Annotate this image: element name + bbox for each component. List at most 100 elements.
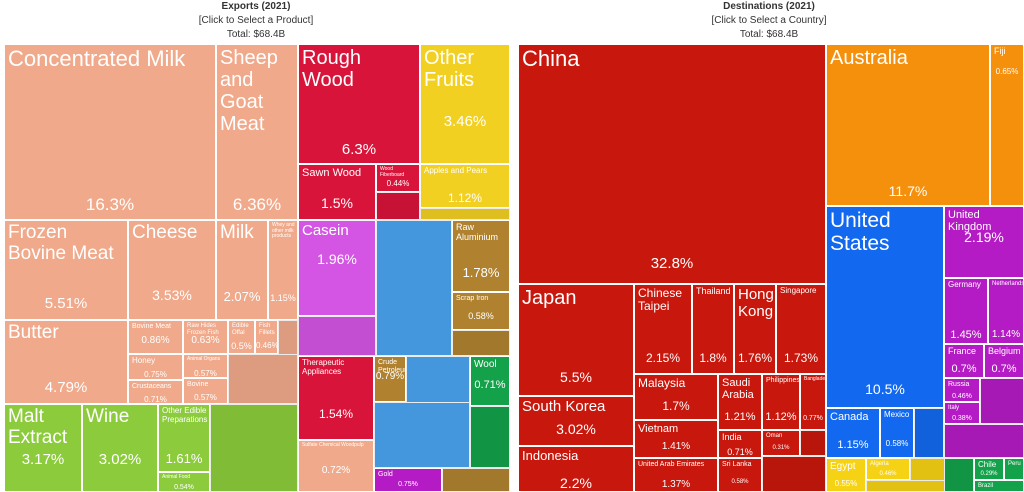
exports-tile-cheese[interactable]: Cheese 3.53% [128,220,216,320]
destinations-tile-germany[interactable]: Germany 1.45% [944,278,988,344]
exports-tile-honey[interactable]: Honey 0.75% [128,354,183,380]
destinations-tile-south-korea[interactable]: South Korea 3.02% [518,396,634,446]
exports-tile-share: 0.75% [144,370,167,379]
exports-tile-concentrated-milk[interactable]: Concentrated Milk 16.3% [4,44,216,220]
exports-minor-tile[interactable] [442,468,510,492]
destinations-tile-mexico[interactable]: Mexico 0.58% [880,408,914,458]
exports-tile-milk[interactable]: Milk 2.07% [216,220,268,320]
destinations-tile-united-arab-emirates[interactable]: United Arab Emirates 1.37% [634,458,718,492]
exports-tile-bovine[interactable]: Bovine 0.57% [183,378,228,404]
exports-tile-wine[interactable]: Wine 3.02% [82,404,158,492]
destinations-tile-france[interactable]: France 0.7% [944,344,984,378]
destinations-tile-thailand[interactable]: Thailand 1.8% [692,284,734,374]
destinations-tile-china[interactable]: China 32.8% [518,44,826,284]
destinations-tile-japan[interactable]: Japan 5.5% [518,284,634,396]
destinations-minor-tile[interactable] [762,456,826,492]
exports-minor-tile[interactable] [376,220,452,356]
exports-tile-butter[interactable]: Butter 4.79% [4,320,128,404]
destinations-tile-chile[interactable]: Chile 0.29% [974,458,1004,480]
exports-tile-share: 3.02% [98,451,142,468]
exports-tile-sulfate-chemical-woodpulp[interactable]: Sulfate Chemical Woodpulp 0.72% [298,440,374,492]
destinations-tile-malaysia[interactable]: Malaysia 1.7% [634,374,718,420]
exports-tile-share: 0.54% [174,484,194,491]
destinations-tile-saudi-arabia[interactable]: Saudi Arabia 1.21% [718,374,762,430]
destinations-tile-oman[interactable]: Oman 0.31% [762,430,800,456]
destinations-treemap[interactable]: China 32.8% Australia 11.7% Fiji 0.65% United … [518,44,1024,492]
exports-minor-tile[interactable] [406,356,470,406]
destinations-tile-share: 1.73% [783,351,819,365]
exports-minor-tile[interactable] [420,208,510,220]
exports-minor-tile[interactable] [470,406,510,468]
destinations-tile-india[interactable]: India 0.71% [718,430,762,458]
destinations-tile-hong-kong[interactable]: Hong Kong 1.76% [734,284,776,374]
exports-tile-whey-and-other-milk-products[interactable]: Whey and other milk products 1.15% [268,220,298,320]
exports-tile-crustaceans[interactable]: Crustaceans 0.71% [128,380,183,404]
destinations-tile-vietnam[interactable]: Vietnam 1.41% [634,420,718,458]
destinations-tile-share: 0.31% [772,445,790,451]
destinations-tile-russia[interactable]: Russia 0.46% [944,378,980,402]
exports-tile-bovine-meat[interactable]: Bovine Meat 0.86% [128,320,183,354]
exports-tile-scrap-iron[interactable]: Scrap Iron 0.58% [452,292,510,330]
exports-minor-tile[interactable] [374,402,470,468]
destinations-minor-tile[interactable] [914,408,944,458]
exports-tile-sawn-wood[interactable]: Sawn Wood 1.5% [298,164,376,220]
exports-minor-tile[interactable] [228,354,298,404]
destinations-tile-share: 1.14% [991,329,1021,340]
exports-tile-share: 6.3% [341,141,377,158]
destinations-tile-algeria[interactable]: Algeria 0.46% [866,458,910,480]
exports-tile-other-edible-preparations[interactable]: Other Edible Preparations 1.61% [158,404,210,472]
destinations-tile-brazil[interactable]: Brazil [974,480,1024,492]
destinations-tile-label: United States [830,209,891,256]
exports-minor-tile[interactable] [376,192,420,220]
destinations-minor-tile[interactable] [800,430,826,456]
destinations-tile-philippines[interactable]: Philippines 1.12% [762,374,800,430]
exports-tile-therapeutic-appliances[interactable]: Therapeutic Appliances 1.54% [298,356,374,440]
destinations-tile-bangladesh[interactable]: Bangladesh 0.77% [800,374,826,430]
exports-tile-edible-offal[interactable]: Edible Offal 0.5% [228,320,255,354]
destinations-tile-belgium[interactable]: Belgium 0.7% [984,344,1024,378]
destinations-tile-canada[interactable]: Canada 1.15% [826,408,880,458]
destinations-tile-fiji[interactable]: Fiji 0.65% [990,44,1024,206]
exports-tile-frozen-bovine-meat[interactable]: Frozen Bovine Meat 5.51% [4,220,128,320]
destinations-tile-egypt[interactable]: Egypt 0.55% [826,458,866,492]
exports-tile-rough-wood[interactable]: Rough Wood 6.3% [298,44,420,164]
exports-tile-crude-petroleum[interactable]: Crude Petroleum0.79% [374,356,406,402]
destinations-tile-italy[interactable]: Italy 0.38% [944,402,980,424]
exports-tile-animal-organs[interactable]: Animal Organs 0.57% [183,354,228,378]
exports-tile-wool[interactable]: Wool 0.71% [470,356,510,406]
destinations-minor-tile[interactable] [944,424,1024,458]
destinations-tile-united-kingdom[interactable]: United Kingdom 2.19% [944,206,1024,278]
destinations-tile-australia[interactable]: Australia 11.7% [826,44,990,206]
destinations-tile-chinese-taipei[interactable]: Chinese Taipei 2.15% [634,284,692,374]
exports-treemap[interactable]: Concentrated Milk 16.3% Sheep and Goat Mea… [4,44,510,492]
destinations-tile-label: Chile [978,460,997,469]
exports-tile-wood-fiberboard[interactable]: Wood Fiberboard 0.44% [376,164,420,192]
destinations-minor-tile[interactable] [944,458,974,492]
exports-tile-animal-food[interactable]: Animal Food 0.54% [158,472,210,492]
destinations-tile-netherlands[interactable]: Netherlands 1.14% [988,278,1024,344]
exports-tile-raw-aluminium[interactable]: Raw Aluminium 1.78% [452,220,510,292]
exports-tile-label: Scrap Iron [456,295,489,302]
destinations-tile-label: Canada [830,411,869,423]
exports-tile-apples-and-pears[interactable]: Apples and Pears 1.12% [420,164,510,208]
exports-tile-malt-extract[interactable]: Malt Extract 3.17% [4,404,82,492]
exports-tile-casein[interactable]: Casein 1.96% [298,220,376,316]
destinations-tile-indonesia[interactable]: Indonesia 2.2% [518,446,634,492]
exports-minor-tile[interactable] [298,316,376,356]
exports-tile-fish-fillets[interactable]: Fish Fillets 0.46% [255,320,278,354]
exports-minor-tile[interactable] [210,404,298,492]
destinations-subtitle[interactable]: [Click to Select a Country] [711,15,827,26]
destinations-tile-singapore[interactable]: Singapore 1.73% [776,284,826,374]
exports-minor-tile[interactable] [452,330,510,356]
destinations-tile-united-states[interactable]: United States 10.5% [826,206,944,408]
destinations-tile-label: United Arab Emirates [638,461,705,468]
exports-tile-gold[interactable]: Gold 0.75% [374,468,442,492]
exports-tile-raw-hides-frozen-fish[interactable]: Raw Hides Frozen Fish 0.63% [183,320,228,354]
exports-tile-sheep-and-goat-meat[interactable]: Sheep and Goat Meat 6.36% [216,44,298,220]
destinations-tile-peru[interactable]: Peru [1004,458,1024,480]
destinations-minor-tile[interactable] [980,378,1024,424]
destinations-tile-sri-lanka[interactable]: Sri Lanka 0.58% [718,458,762,492]
exports-tile-share: 0.5% [231,341,252,351]
exports-subtitle[interactable]: [Click to Select a Product] [198,15,314,26]
exports-tile-other-fruits[interactable]: Other Fruits 3.46% [420,44,510,164]
